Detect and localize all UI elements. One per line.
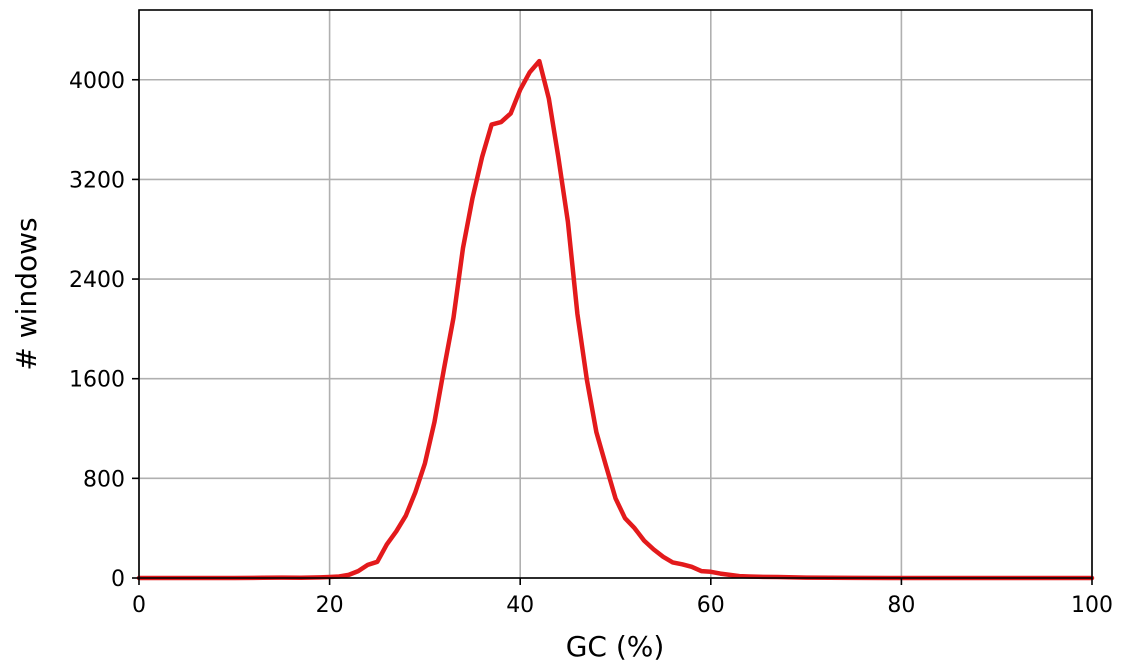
plot-frame <box>138 9 1093 579</box>
x-tick-label: 20 <box>316 593 344 618</box>
y-tick-label: 1600 <box>69 368 125 393</box>
series-line <box>136 58 1095 581</box>
y-axis-label: # windows <box>10 217 43 370</box>
y-tick-label: 3200 <box>69 168 125 193</box>
y-tick-label: 0 <box>111 567 125 592</box>
ticks: 0 20 40 60 80 100 0 800 1600 2400 3200 4000 <box>69 69 1113 618</box>
x-tick-label: 0 <box>132 593 146 618</box>
x-tick-label: 60 <box>697 593 725 618</box>
x-axis-label: GC (%) <box>566 630 665 662</box>
x-tick-label: 40 <box>506 593 534 618</box>
series-layer <box>136 58 1095 581</box>
plot-background <box>139 10 1092 578</box>
x-tick-label: 80 <box>887 593 915 618</box>
x-tick-label: 100 <box>1071 593 1113 618</box>
y-tick-label: 800 <box>83 467 125 492</box>
y-tick-label: 4000 <box>69 69 125 94</box>
y-tick-label: 2400 <box>69 268 125 293</box>
